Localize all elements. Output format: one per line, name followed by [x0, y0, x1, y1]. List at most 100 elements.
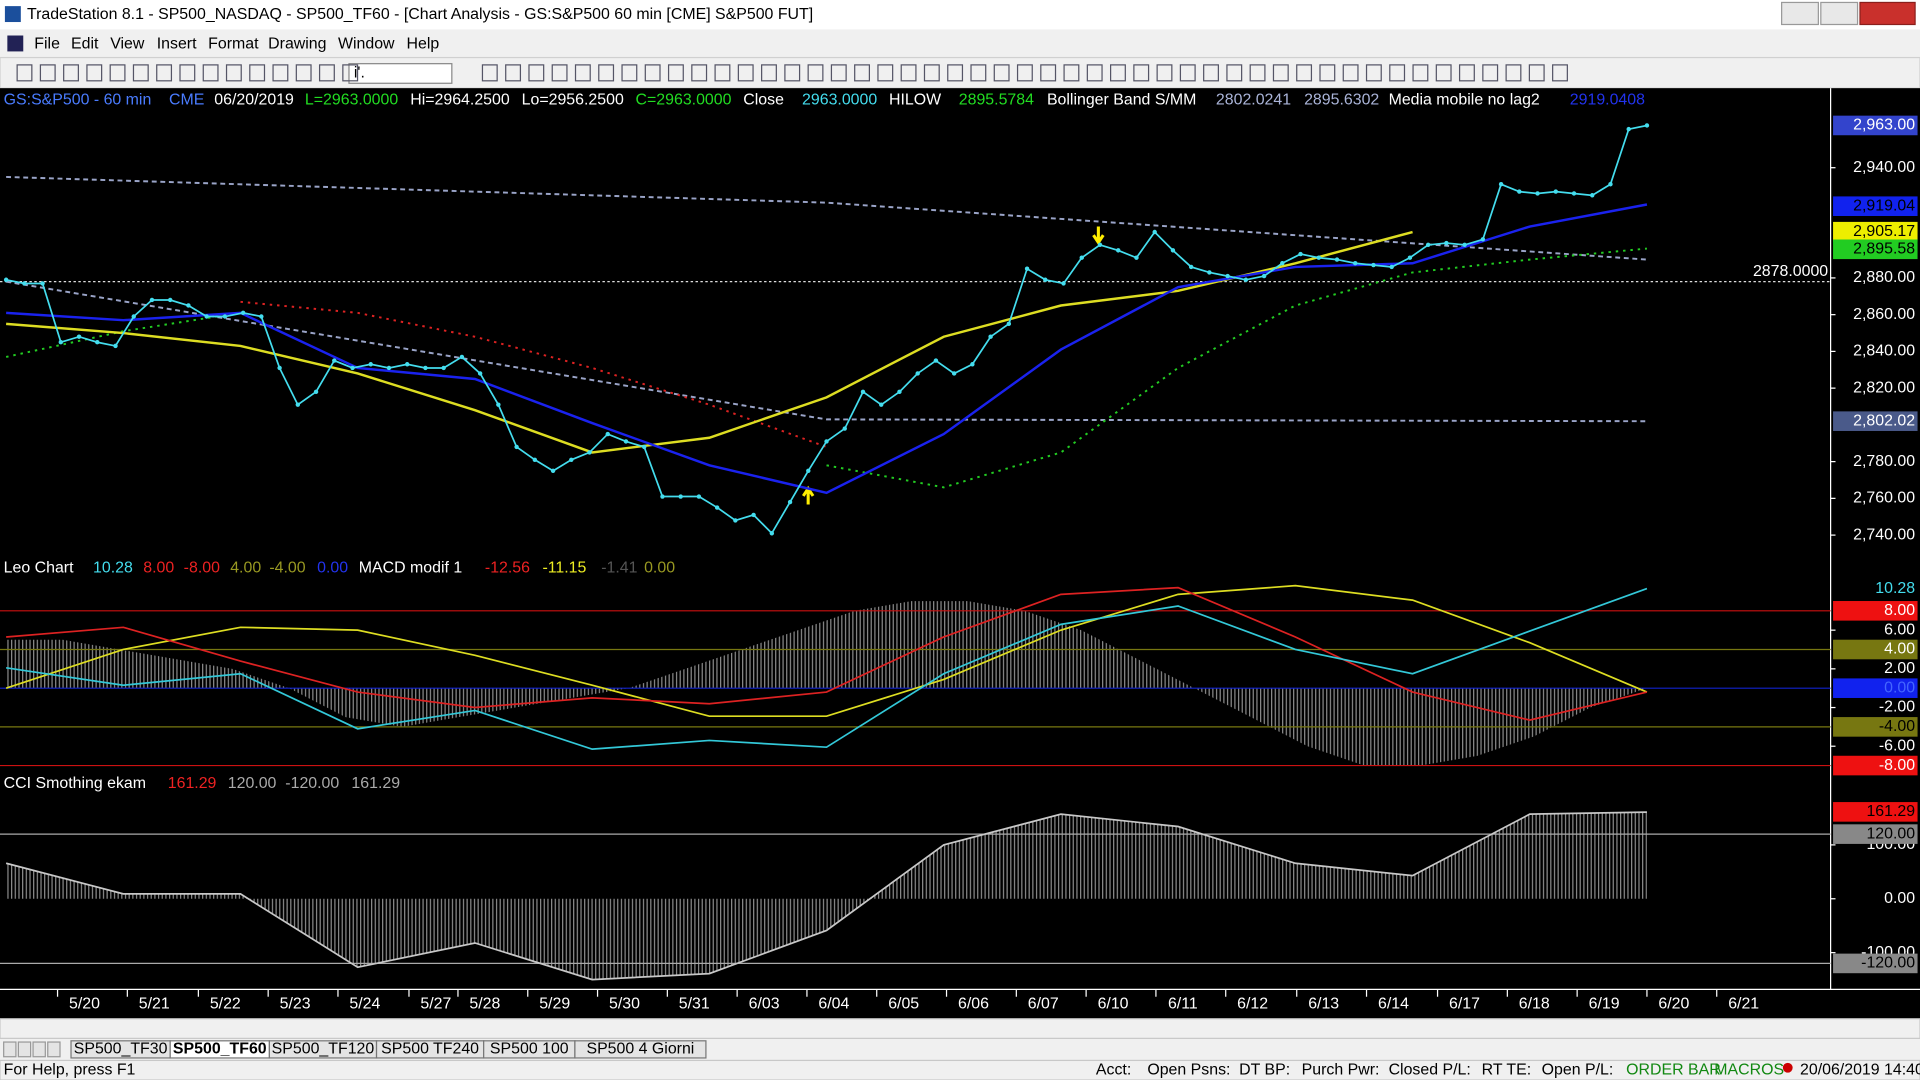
date-label: 5/23 — [280, 995, 311, 1012]
tab-nav-button[interactable] — [3, 1041, 17, 1058]
date-label: 5/24 — [349, 995, 380, 1012]
close-point — [897, 389, 902, 395]
toolbar-icon[interactable] — [1133, 64, 1150, 82]
toolbar-icon[interactable] — [877, 64, 894, 82]
maximize-button[interactable] — [1820, 1, 1859, 26]
date-label: 6/18 — [1519, 995, 1550, 1012]
close-point — [1261, 273, 1267, 279]
toolbar-icon[interactable] — [807, 64, 824, 82]
horizontal-scrollbar[interactable] — [0, 1018, 1920, 1039]
toolbar-icon[interactable] — [598, 64, 615, 82]
toolbar-icon[interactable] — [295, 64, 312, 82]
tab-nav-button[interactable] — [47, 1041, 61, 1058]
toolbar-icon[interactable] — [1040, 64, 1057, 82]
price-tag-label: -4.00 — [1879, 718, 1915, 735]
close-point — [550, 468, 556, 474]
toolbar-icon[interactable] — [644, 64, 661, 82]
tab-nav-button[interactable] — [17, 1041, 32, 1058]
toolbar-icon[interactable] — [481, 64, 498, 82]
toolbar-icon[interactable] — [179, 64, 196, 82]
toolbar-icon[interactable] — [714, 64, 731, 82]
toolbar-icon[interactable] — [900, 64, 917, 82]
minimize-button[interactable] — [1781, 1, 1819, 26]
close-button[interactable] — [1859, 1, 1916, 26]
status-order-bar[interactable]: ORDER BAR — [1626, 1061, 1721, 1078]
toolbar-icon[interactable] — [1226, 64, 1243, 82]
toolbar-icon[interactable] — [1203, 64, 1219, 82]
toolbar-icon[interactable] — [970, 64, 987, 82]
toolbar-icon[interactable] — [39, 64, 56, 82]
tab-nav-button[interactable] — [32, 1041, 46, 1058]
menu-item[interactable]: View — [110, 35, 145, 52]
menu-item[interactable]: Window — [338, 35, 395, 52]
toolbar-icon[interactable] — [947, 64, 964, 82]
toolbar-icon[interactable] — [1365, 64, 1382, 82]
toolbar-icon[interactable] — [1110, 64, 1126, 82]
close-point — [1316, 255, 1321, 260]
toolbar-icon[interactable] — [667, 64, 684, 82]
toolbar-icon[interactable] — [202, 64, 219, 82]
toolbar-icon[interactable] — [1552, 64, 1568, 82]
toolbar-icon[interactable] — [1412, 64, 1429, 82]
toolbar-combo[interactable] — [348, 63, 453, 84]
toolbar-icon[interactable] — [1458, 64, 1475, 82]
toolbar-icon[interactable] — [1528, 64, 1545, 82]
toolbar-icon[interactable] — [342, 64, 359, 82]
toolbar-icon[interactable] — [551, 64, 568, 82]
close-point — [1644, 123, 1650, 128]
toolbar-icon[interactable] — [505, 64, 522, 82]
toolbar-icon[interactable] — [1272, 64, 1289, 82]
toolbar-icon[interactable] — [691, 64, 708, 82]
toolbar-icon[interactable] — [63, 64, 79, 82]
date-label: 5/22 — [210, 995, 241, 1012]
toolbar-icon[interactable] — [225, 64, 242, 82]
menu-item[interactable]: Format — [208, 35, 259, 52]
menu-item[interactable]: File — [34, 35, 60, 52]
toolbar-icon[interactable] — [1249, 64, 1266, 82]
toolbar-icon[interactable] — [923, 64, 940, 82]
toolbar-icon[interactable] — [132, 64, 149, 82]
close-point — [204, 314, 209, 319]
close-point — [1444, 240, 1449, 246]
toolbar-icon[interactable] — [737, 64, 754, 82]
menu-item[interactable]: Edit — [71, 35, 99, 52]
menu-item[interactable]: Help — [407, 35, 440, 52]
toolbar-icon[interactable] — [1342, 64, 1359, 82]
toolbar-icon[interactable] — [272, 64, 289, 82]
toolbar-icon[interactable] — [761, 64, 777, 82]
toolbar-icon[interactable] — [1435, 64, 1452, 82]
toolbar-icon[interactable] — [318, 64, 335, 82]
toolbar-icon[interactable] — [249, 64, 266, 82]
sheet-tab[interactable] — [574, 1040, 707, 1059]
toolbar-icon[interactable] — [1156, 64, 1173, 82]
close-point — [842, 426, 847, 431]
toolbar-icon[interactable] — [16, 64, 33, 82]
toolbar-icon[interactable] — [784, 64, 801, 82]
toolbar-icon[interactable] — [1063, 64, 1080, 82]
panel-header-item: Media mobile no lag2 — [1389, 92, 1540, 109]
toolbar-icon[interactable] — [1016, 64, 1033, 82]
toolbar-icon[interactable] — [1296, 64, 1313, 82]
toolbar-icon[interactable] — [1482, 64, 1499, 82]
toolbar-icon[interactable] — [1505, 64, 1522, 82]
menu-item[interactable]: Insert — [157, 35, 197, 52]
toolbar-icon[interactable] — [86, 64, 103, 82]
status-macros[interactable]: MACROS — [1714, 1061, 1784, 1078]
toolbar-icon[interactable] — [156, 64, 173, 82]
toolbar-icon[interactable] — [574, 64, 591, 82]
close-point — [988, 334, 993, 339]
toolbar-icon[interactable] — [993, 64, 1010, 82]
toolbar-icon[interactable] — [854, 64, 870, 82]
toolbar-icon[interactable] — [621, 64, 638, 82]
toolbar-icon[interactable] — [1319, 64, 1336, 82]
toolbar-icon[interactable] — [1179, 64, 1196, 82]
toolbar-icon[interactable] — [528, 64, 545, 82]
toolbar-icon[interactable] — [1389, 64, 1406, 82]
close-point — [1043, 277, 1048, 282]
toolbar-icon[interactable] — [830, 64, 847, 82]
toolbar-icon[interactable] — [109, 64, 126, 82]
date-label: 6/17 — [1449, 995, 1480, 1012]
toolbar-icon[interactable] — [1086, 64, 1103, 82]
close-point — [40, 281, 45, 286]
menu-item[interactable]: Drawing — [268, 35, 326, 52]
